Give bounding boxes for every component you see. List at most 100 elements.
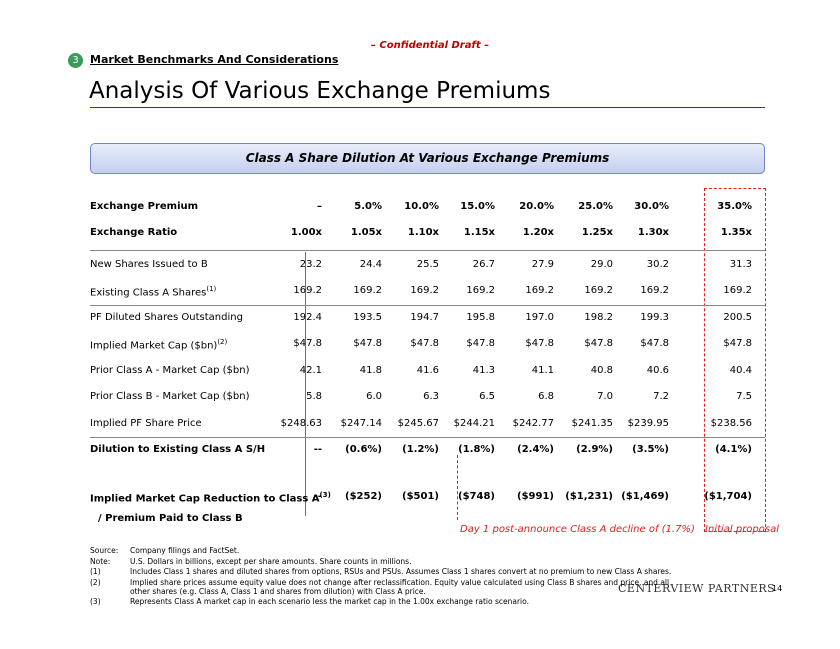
cell: ($1,469) [621,491,669,502]
cell: 198.2 [584,312,613,323]
row-label: Implied PF Share Price [90,418,202,429]
footnote-text: Implied share prices assume equity value… [130,577,670,587]
cell: -- [313,491,322,502]
cell: ($1,704) [704,491,752,502]
row-label-text: PF Diluted Shares Outstanding [90,312,243,323]
confidential: – Confidential Draft – [370,40,490,51]
row-note: (1) [206,285,217,293]
row-label: Dilution to Existing Class A S/H [90,444,265,455]
cell: 24.4 [359,259,382,270]
footnote-marker: Note: [90,556,111,566]
cell: ($501) [402,491,439,502]
cell: 169.2 [640,285,669,296]
cell: ($252) [345,491,382,502]
cell: 20.0% [519,201,554,212]
cell: 200.5 [723,312,752,323]
cell: $47.8 [466,338,495,349]
row-label-text: Prior Class B - Market Cap ($bn) [90,391,250,402]
cell: 30.2 [646,259,669,270]
cell: 1.10x [407,227,439,238]
row-label-text: Exchange Premium [90,201,199,212]
cell: 195.8 [466,312,495,323]
cell: 41.3 [472,365,495,376]
row-label-text: Implied Market Cap Reduction to Class A [90,493,320,505]
cell: 1.30x [637,227,669,238]
cell: ($991) [517,491,554,502]
cell: 169.2 [723,285,752,296]
row-label: / Premium Paid to Class B [98,513,243,524]
cell: 169.2 [410,285,439,296]
footnote-text: other shares (e.g. Class A, Class 1 and … [130,586,426,596]
cell: 6.0 [366,391,382,402]
cell: 40.4 [729,365,752,376]
cell: 5.0% [354,201,382,212]
column-rule [305,252,306,516]
cell: $245.67 [397,418,439,429]
cell: 1.00x [290,227,322,238]
cell: $47.8 [723,338,752,349]
cell: 1.05x [350,227,382,238]
cell: 7.5 [736,391,752,402]
cell: 42.1 [299,365,322,376]
row-label-text: New Shares Issued to B [90,259,208,270]
row-label-text: Implied Market Cap ($bn) [90,340,218,352]
cell: 194.7 [410,312,439,323]
cell: 6.3 [423,391,439,402]
cell: 1.25x [581,227,613,238]
cell: 29.0 [590,259,613,270]
cell: $47.8 [584,338,613,349]
footnote-text: Represents Class A market cap in each sc… [130,597,529,606]
page-number: 14 [772,584,783,593]
cell: 169.2 [293,285,322,296]
cell: 169.2 [525,285,554,296]
cell: (1.8%) [458,444,495,455]
row-label: Existing Class A Shares(1) [90,285,216,298]
logo: CENTERVIEW PARTNERS [618,582,776,595]
cell: (2.4%) [517,444,554,455]
cell: (3.5%) [632,444,669,455]
banner: Class A Share Dilution At Various Exchan… [90,143,765,174]
day1-annotation: Day 1 post-announce Class A decline of (… [460,524,695,535]
cell: 23.2 [299,259,322,270]
cell: 6.8 [538,391,554,402]
cell: $47.8 [525,338,554,349]
cell: $242.77 [512,418,554,429]
cell: ($1,231) [565,491,613,502]
cell: 169.2 [353,285,382,296]
cell: 30.0% [634,201,669,212]
footnote-marker: Source: [90,546,119,555]
cell: ($748) [458,491,495,502]
footnote-marker: (2) [90,577,101,587]
row-label-text: Existing Class A Shares [90,287,207,299]
cell: 40.6 [646,365,669,376]
row-rule [90,250,765,251]
row-label: Prior Class B - Market Cap ($bn) [90,391,250,402]
cell: 41.1 [531,365,554,376]
cell: $47.8 [293,338,322,349]
cell: (0.6%) [345,444,382,455]
cell: 7.2 [653,391,669,402]
cell: $244.21 [453,418,495,429]
cell: – [317,201,322,212]
row-label: Implied Market Cap Reduction to Class A(… [90,491,331,504]
cell: $248.63 [280,418,322,429]
title: Analysis Of Various Exchange Premiums [89,78,551,104]
cell: 27.9 [531,259,554,270]
row-label: Exchange Ratio [90,227,177,238]
initial-box [704,188,766,532]
cell: $238.56 [710,418,752,429]
day1-marker [457,455,458,520]
cell: 10.0% [404,201,439,212]
row-rule [90,437,765,438]
initial-annotation: Initial proposal [705,524,780,535]
row-label: Exchange Premium [90,201,198,212]
row-label-text: Implied PF Share Price [90,418,202,429]
cell: (4.1%) [715,444,752,455]
cell: 1.15x [463,227,495,238]
cell: $241.35 [571,418,613,429]
cell: 25.5 [416,259,439,270]
cell: 7.0 [597,391,613,402]
row-label: Implied Market Cap ($bn)(2) [90,338,227,351]
cell: 41.6 [416,365,439,376]
footnote-marker: (3) [90,597,101,606]
